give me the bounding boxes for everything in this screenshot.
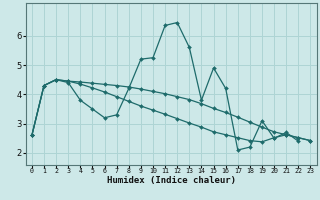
X-axis label: Humidex (Indice chaleur): Humidex (Indice chaleur) bbox=[107, 176, 236, 185]
